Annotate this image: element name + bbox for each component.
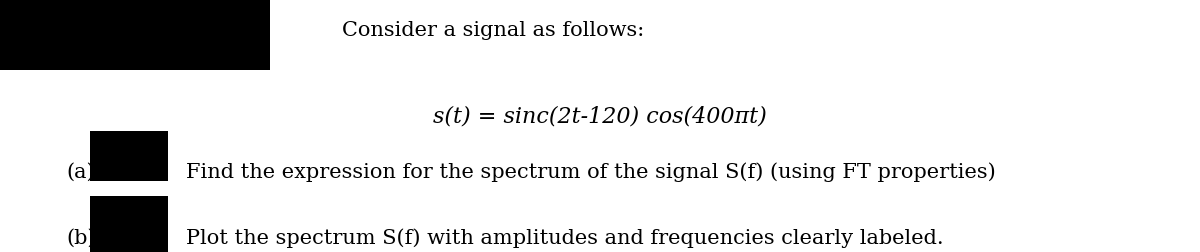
Bar <box>0 0 270 71</box>
Text: s(t) = sinc(2t-120) cos(400πt): s(t) = sinc(2t-120) cos(400πt) <box>433 105 767 127</box>
Text: (a): (a) <box>66 162 95 181</box>
Text: Consider a signal as follows:: Consider a signal as follows: <box>342 21 644 40</box>
Bar <box>90 131 168 181</box>
Text: Plot the spectrum S(f) with amplitudes and frequencies clearly labeled.: Plot the spectrum S(f) with amplitudes a… <box>186 227 943 247</box>
Text: Find the expression for the spectrum of the signal S(f) (using FT properties): Find the expression for the spectrum of … <box>186 162 996 181</box>
Bar <box>90 197 168 252</box>
Text: (b): (b) <box>66 227 96 246</box>
